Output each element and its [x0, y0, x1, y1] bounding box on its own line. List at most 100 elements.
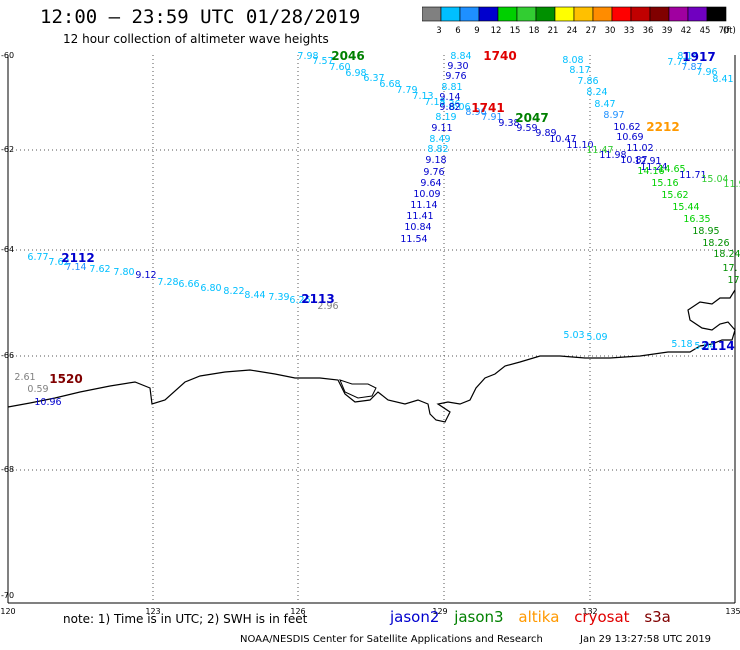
wave-height-value: 11.02 [626, 143, 653, 154]
wave-height-value: 16.35 [683, 214, 710, 225]
wave-height-value: 8.24 [586, 87, 607, 98]
wave-height-value: 7.39 [268, 292, 289, 303]
wave-height-value: 8.96 [465, 107, 486, 118]
wave-height-value: 7.57 [312, 56, 333, 67]
wave-height-value: 15.16 [651, 178, 678, 189]
latitude-label: -64 [1, 245, 14, 254]
wave-height-value: 8.41 [712, 74, 733, 85]
wave-height-value: 6.68 [379, 79, 400, 90]
wave-height-value: 7.18 [424, 97, 445, 108]
wave-height-value: 9.38 [498, 118, 519, 129]
wave-height-value: 6.77 [27, 252, 48, 263]
wave-height-value: 9.64 [420, 178, 441, 189]
pass-time-label: 1520 [49, 372, 82, 386]
wave-height-value: 0.59 [27, 384, 48, 395]
wave-height-value: 11.24 [640, 162, 667, 173]
legend-tick-label: 6 [455, 26, 460, 36]
longitude-label: 120 [0, 607, 15, 616]
wave-height-value: 7.14 [65, 262, 86, 273]
legend-unit-label: (ft) [723, 26, 736, 36]
wave-height-value: 8.82 [427, 144, 448, 155]
wave-height-value: 15.62 [661, 190, 688, 201]
wave-height-value: 8.49 [429, 134, 450, 145]
wave-height-value: 7.86 [577, 76, 598, 87]
wave-height-value: 6.37 [363, 73, 384, 84]
wave-height-value: 17. [722, 263, 737, 274]
wave-height-value: 8.84 [450, 51, 471, 62]
wave-height-value: 9.30 [447, 61, 468, 72]
pass-time-label: 2047 [515, 111, 548, 125]
wave-height-value: 2.96 [317, 301, 338, 312]
wave-height-value: 6.66 [178, 279, 199, 290]
satellite-cryosat-label: cryosat [574, 608, 630, 626]
wave-height-value: 9.12 [135, 270, 156, 281]
color-scale-legend: 3 6 9 12 15 18 21 24 27 30 33 36 39 42 45 70(ft) [422, 6, 736, 36]
longitude-label: 126 [290, 607, 305, 616]
satellite-s3a-label: s3a [644, 608, 671, 626]
longitude-label: 129 [432, 607, 447, 616]
wave-height-value: 7.77 [667, 57, 688, 68]
pass-time-label: 2112 [61, 251, 94, 265]
wave-height-value: 7.62 [89, 264, 110, 275]
wave-height-value: 11.9 [723, 179, 740, 190]
satellite-legend: jason2 jason3 altika cryosat s3a [390, 608, 681, 626]
wave-height-value: 12.91 [634, 156, 661, 167]
legend-tick-label: 18 [529, 26, 540, 36]
wave-height-value: 9.89 [535, 128, 556, 139]
longitude-label: 132 [582, 607, 597, 616]
wave-height-value: 18.26 [702, 238, 729, 249]
wave-height-value: 8.81 [441, 82, 462, 93]
latitude-label: -60 [1, 51, 14, 60]
legend-tick-label: 24 [567, 26, 578, 36]
wave-height-value: 9.14 [439, 92, 460, 103]
legend-tick-label: 3 [436, 26, 441, 36]
page-subtitle: 12 hour collection of altimeter wave hei… [63, 32, 329, 46]
wave-height-value: 8.17 [569, 65, 590, 76]
wave-height-value: 10.87 [620, 155, 647, 166]
wave-height-value: 10.62 [613, 122, 640, 133]
wave-height-value: 9.82 [439, 102, 460, 113]
wave-height-value: 15.04 [701, 174, 728, 185]
wave-height-value: 7.13 [412, 91, 433, 102]
wave-height-value: 6.98 [345, 68, 366, 79]
wave-height-value: 11.47 [586, 145, 613, 156]
latitude-label: -62 [1, 145, 14, 154]
wave-height-value: 18.95 [692, 226, 719, 237]
footer-note: note: 1) Time is in UTC; 2) SWH is in fe… [63, 612, 308, 626]
wave-height-value: 10.96 [34, 397, 61, 408]
wave-height-value: 6.80 [200, 283, 221, 294]
legend-tick-label: 42 [681, 26, 692, 36]
pass-time-label: 2046 [331, 49, 364, 63]
wave-height-value: 10.69 [616, 132, 643, 143]
wave-height-value: 8.14 [677, 51, 698, 62]
legend-tick-label: 45 [700, 26, 711, 36]
legend-tick-label: 9 [474, 26, 479, 36]
legend-tick-label: 39 [662, 26, 673, 36]
wave-height-value: 5.03 [563, 330, 584, 341]
wave-height-value: 10.47 [549, 134, 576, 145]
page-title: 12:00 — 23:59 UTC 01/28/2019 [40, 6, 361, 28]
legend-tick-label: 70 [719, 26, 730, 36]
wave-height-value: 5.09 [586, 332, 607, 343]
wave-height-value: 7.62 [48, 257, 69, 268]
legend-tick-label: 33 [624, 26, 635, 36]
satellite-jason3-label: jason3 [454, 608, 504, 626]
wave-height-value: 7.36 [439, 99, 460, 110]
wave-height-value: 8.06 [449, 102, 470, 113]
legend-tick-label: 12 [491, 26, 502, 36]
wave-height-value: 11.10 [566, 140, 593, 151]
wave-height-value: 7.79 [396, 85, 417, 96]
wave-height-value: 5.18 [671, 339, 692, 350]
pass-time-label: 2212 [646, 120, 679, 134]
wave-height-value: 7.96 [696, 67, 717, 78]
legend-tick-label: 36 [643, 26, 654, 36]
wave-height-value: 10.09 [413, 189, 440, 200]
wave-height-value: 11.54 [400, 234, 427, 245]
wave-height-value: 14.16 [637, 166, 664, 177]
wave-height-value: 11.98 [599, 150, 626, 161]
wave-height-value: 14.65 [658, 164, 685, 175]
wave-height-value: 5.04 [694, 341, 715, 352]
wave-height-value: 11.71 [679, 170, 706, 181]
pass-time-label: 1741 [471, 101, 504, 115]
